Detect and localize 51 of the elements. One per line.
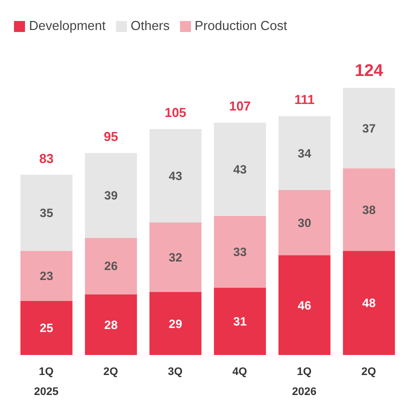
- data-label: 34: [298, 146, 312, 160]
- x-tick-label: 3Q: [168, 366, 184, 378]
- data-label: 33: [233, 245, 247, 260]
- bar: [84, 238, 137, 294]
- total-label: 111: [294, 92, 315, 108]
- bar: [214, 122, 266, 216]
- x-tick-label: 2Q: [103, 366, 119, 378]
- bar: [20, 250, 72, 301]
- bar: [278, 255, 330, 355]
- bar: [214, 288, 266, 355]
- bar: [149, 292, 202, 355]
- legend-label: Production Cost: [194, 18, 288, 33]
- data-label: 23: [40, 269, 54, 284]
- x-tick-label: 4Q: [232, 366, 248, 378]
- total-label: 105: [164, 105, 186, 120]
- bar: [342, 250, 395, 355]
- data-label: 31: [233, 314, 247, 329]
- bar: [149, 222, 202, 292]
- bar: [278, 190, 330, 256]
- data-label: 25: [40, 321, 54, 336]
- total-label: 107: [229, 98, 251, 114]
- bar: [214, 216, 266, 288]
- total-label: 124: [354, 60, 384, 80]
- bar: [278, 116, 330, 190]
- bar: [20, 174, 72, 251]
- x-tick-label: 1Q 2026: [292, 366, 316, 398]
- data-label: 35: [40, 206, 54, 220]
- data-label: 29: [168, 316, 182, 331]
- total-label: 95: [104, 129, 118, 144]
- bar: [149, 129, 202, 223]
- data-label: 28: [104, 318, 118, 332]
- bar: [342, 88, 395, 168]
- x-tick-label: 2Q: [361, 366, 377, 378]
- data-label: 32: [168, 250, 182, 265]
- data-label: 39: [104, 188, 118, 203]
- data-label: 37: [362, 121, 376, 136]
- data-label: 30: [298, 216, 312, 230]
- bar: [84, 294, 137, 355]
- bar: [20, 300, 72, 355]
- data-label: 48: [362, 296, 376, 310]
- data-label: 43: [168, 169, 182, 184]
- data-label: 26: [104, 259, 118, 274]
- legend-label: Others: [130, 18, 170, 33]
- data-label: 38: [362, 202, 376, 217]
- data-label: 43: [233, 162, 247, 177]
- bar: [84, 153, 137, 238]
- total-label: 83: [39, 150, 54, 166]
- bar: [342, 168, 395, 251]
- x-tick-label: 1Q 2025: [34, 366, 58, 398]
- legend-label: Development: [29, 18, 106, 33]
- data-label: 46: [298, 298, 312, 312]
